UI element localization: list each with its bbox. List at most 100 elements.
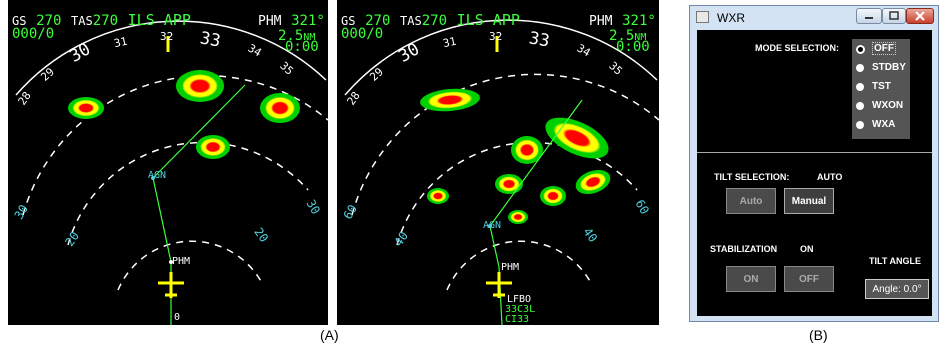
track-line <box>152 177 172 263</box>
tas-value: 270 <box>421 13 448 29</box>
tilt-auto-button[interactable]: Auto <box>726 188 776 214</box>
mode-radio-wxa[interactable]: WXA <box>855 117 910 135</box>
caption-b: (B) <box>809 327 828 343</box>
fix-marker <box>151 176 155 180</box>
range-arc-outer <box>22 74 328 216</box>
tilt-selection-value: AUTO <box>817 172 843 182</box>
stabilization-off-button[interactable]: OFF <box>784 266 834 292</box>
gs-label: GS <box>341 14 356 28</box>
fix-label-ci: CI33 <box>505 314 530 325</box>
tas-label: TAS <box>400 14 422 28</box>
radio-icon <box>856 102 864 110</box>
compass-label: 31 <box>112 34 129 51</box>
tilt-selection-label: TILT SELECTION: <box>714 172 790 182</box>
close-button[interactable] <box>906 8 934 24</box>
maximize-icon <box>889 11 899 20</box>
stabilization-on-button[interactable]: ON <box>726 266 776 292</box>
fix-label-agn: AGN <box>148 170 167 181</box>
distance-value: 2.5 <box>278 28 304 44</box>
fix-marker <box>488 224 492 228</box>
weather-cell <box>176 70 224 102</box>
mode-radio-group: OFF STDBY TST WXON WXA <box>852 39 910 139</box>
weather-cell <box>420 88 480 112</box>
mode-label-stdby: STDBY <box>872 62 906 73</box>
gs-value: 270 <box>36 13 62 29</box>
mode-radio-off[interactable]: OFF <box>855 41 910 59</box>
maximize-button[interactable] <box>882 8 906 24</box>
weather-cell <box>260 93 300 123</box>
app-icon <box>696 11 709 23</box>
mode-radio-tst[interactable]: TST <box>855 79 910 97</box>
distance-unit: NM <box>303 32 316 43</box>
mode-radio-stdby[interactable]: STDBY <box>855 60 910 78</box>
tilt-angle-label: TILT ANGLE <box>869 256 921 266</box>
nd-b-graphics <box>344 19 659 325</box>
divider <box>697 152 932 153</box>
fix-label-phm: PHM <box>501 262 520 273</box>
range-arc-inner <box>446 240 593 291</box>
gs-label: GS <box>12 14 27 28</box>
weather-cell <box>68 97 104 119</box>
weather-cell <box>196 135 230 159</box>
minimize-icon <box>865 17 873 19</box>
distance-unit: NM <box>634 32 647 43</box>
compass-label: 33 <box>198 28 223 52</box>
fix-label-agn: AGN <box>483 220 502 231</box>
heading-value: 321° <box>291 13 325 29</box>
fix-label-lfbo: LFBO <box>507 294 532 305</box>
weather-cell <box>545 117 609 159</box>
track-line <box>489 99 583 227</box>
mode-selection-label: MODE SELECTION: <box>755 43 840 53</box>
compass-label: 32 <box>489 30 503 43</box>
navigation-display-a: GS 270 TAS270 ILS APP 000/0 PHM 321° 2.5… <box>8 0 328 325</box>
close-icon <box>915 11 925 21</box>
wxr-panel: MODE SELECTION: OFF STDBY TST WXON WXA <box>697 30 932 316</box>
distance-value: 2.5 <box>609 28 635 44</box>
compass-label: 33 <box>527 28 552 52</box>
tilt-angle-display: Angle: 0.0° <box>865 279 929 299</box>
eta-value: 0:00 <box>616 39 650 55</box>
stabilization-value: ON <box>800 244 814 254</box>
weather-cell <box>540 186 566 206</box>
mode-label-tst: TST <box>872 81 891 92</box>
range-arc-middle <box>67 141 309 246</box>
eta-value: 0:00 <box>285 39 319 55</box>
mode-radio-wxon[interactable]: WXON <box>855 98 910 116</box>
wxr-window: WXR MODE SELECTION: OFF STDBY TST <box>689 5 939 322</box>
waypoint-name: PHM <box>589 14 613 29</box>
navigation-display-b: GS 270 TAS270 ILS APP 000/0 PHM 321° 2.5… <box>337 0 659 325</box>
range-arc-inner <box>117 240 264 291</box>
compass-label: 32 <box>160 30 174 43</box>
fix-label-phm: PHM <box>172 256 191 267</box>
weather-cell <box>575 169 611 195</box>
timer: 000/0 <box>341 26 384 42</box>
track-line <box>489 225 500 268</box>
nd-a-graphics <box>15 20 328 325</box>
bottom-label: 0 <box>174 312 181 323</box>
compass-label: 31 <box>441 34 458 51</box>
range-arc-middle <box>396 141 638 246</box>
mode-label-off: OFF <box>872 42 896 55</box>
aircraft-symbol <box>158 272 184 298</box>
tilt-manual-button[interactable]: Manual <box>784 188 834 214</box>
fix-label-runway: 33C3L <box>505 304 536 315</box>
range-arc-outer <box>351 73 659 216</box>
aircraft-symbol <box>486 272 512 298</box>
tas-label: TAS <box>71 14 93 28</box>
heading-value: 321° <box>622 13 656 29</box>
title-bar[interactable]: WXR <box>690 6 938 30</box>
tas-value: 270 <box>92 13 119 29</box>
mode-label-wxa: WXA <box>872 119 896 130</box>
stabilization-label: STABILIZATION <box>710 244 778 254</box>
weather-cell <box>508 210 528 224</box>
radio-selected-icon <box>856 45 865 54</box>
approach-mode: ILS APP <box>456 11 520 29</box>
weather-cell <box>495 174 523 194</box>
track-line <box>152 84 246 179</box>
minimize-button[interactable] <box>856 8 882 24</box>
compass-arc <box>344 19 658 96</box>
weather-cell <box>511 136 543 164</box>
compass-arc <box>15 20 327 96</box>
radio-icon <box>856 83 864 91</box>
window-title: WXR <box>717 11 745 25</box>
